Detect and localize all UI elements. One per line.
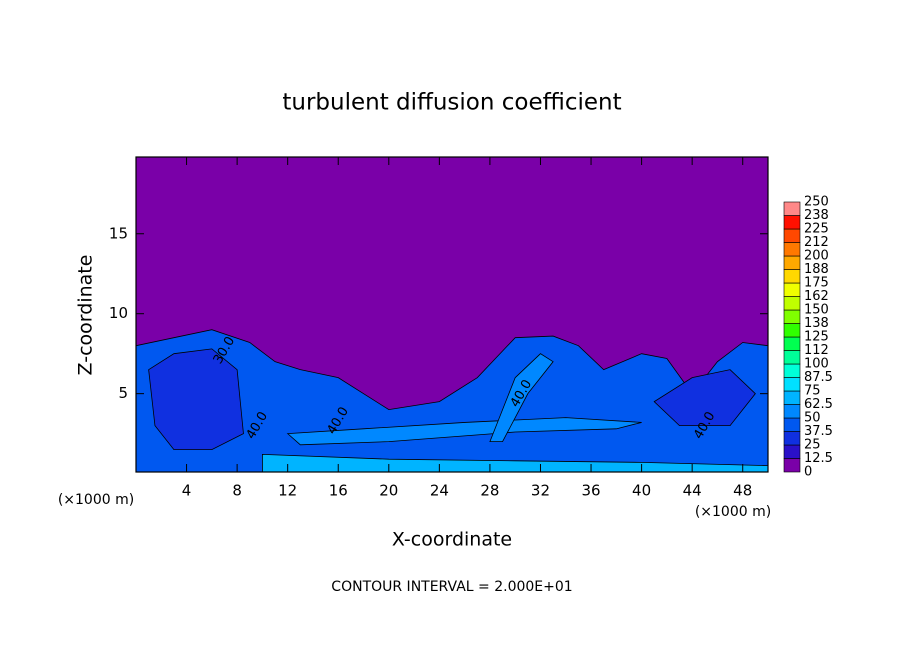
x-tick-label: 4 (182, 482, 192, 500)
colorbar-band (783, 458, 801, 473)
colorbar-label: 125 (804, 330, 829, 345)
colorbar-label: 37.5 (804, 424, 833, 439)
y-axis-label: Z-coordinate (75, 255, 97, 376)
colorbar-label: 150 (804, 303, 829, 318)
colorbar-band (783, 228, 801, 243)
colorbar-label: 87.5 (804, 370, 833, 385)
y-tick-label: 5 (118, 384, 128, 402)
contour-region (286, 417, 642, 446)
x-axis-label: X-coordinate (392, 529, 512, 551)
colorbar-label: 25 (804, 438, 821, 453)
colorbar-label: 225 (804, 222, 829, 237)
x-tick-label: 20 (379, 482, 398, 500)
x-tick-label: 24 (430, 482, 449, 500)
field: 30.040.0 40.040.040.0 (136, 157, 768, 472)
contour-region (489, 353, 554, 443)
plot-frame (135, 156, 769, 473)
colorbar-label: 212 (804, 235, 829, 250)
x-tick-label: 32 (531, 482, 550, 500)
contour-interval: CONTOUR INTERVAL = 2.000E+01 (331, 579, 572, 595)
colorbar-band (783, 336, 801, 351)
contour-region (653, 369, 756, 427)
colorbar-label: 138 (804, 316, 829, 331)
colorbar-band (783, 215, 801, 230)
colorbar-label: 62.5 (804, 397, 833, 412)
x-unit-label: (×1000 m) (695, 504, 771, 520)
colorbar-label: 100 (804, 357, 829, 372)
y-tick-label: 15 (109, 224, 128, 242)
chart-title: turbulent diffusion coefficient (282, 90, 621, 116)
colorbar-band (783, 431, 801, 446)
colorbar-band (783, 201, 801, 216)
x-tick-label: 40 (632, 482, 651, 500)
colorbar-label: 162 (804, 289, 829, 304)
colorbar-label: 200 (804, 249, 829, 264)
colorbar-label: 50 (804, 411, 821, 426)
x-tick-label: 28 (480, 482, 499, 500)
x-tick-label: 16 (329, 482, 348, 500)
x-tick-label: 36 (581, 482, 600, 500)
colorbar-band (783, 309, 801, 324)
colorbar-band (783, 390, 801, 405)
colorbar-band (783, 404, 801, 419)
x-tick-label: 8 (232, 482, 242, 500)
colorbar-label: 112 (804, 343, 829, 358)
colorbar-band (783, 296, 801, 311)
colorbar-band (783, 282, 801, 297)
contour-region (148, 348, 244, 451)
colorbar-label: 188 (804, 262, 829, 277)
colorbar-band (783, 417, 801, 432)
colorbar-band (783, 323, 801, 338)
colorbar-label: 12.5 (804, 451, 833, 466)
colorbar-label: 175 (804, 276, 829, 291)
x-tick-label: 44 (683, 482, 702, 500)
x-unit-label: (×1000 m) (58, 492, 134, 508)
colorbar-band (783, 444, 801, 459)
colorbar-band (783, 269, 801, 284)
x-tick-label: 48 (733, 482, 752, 500)
colorbar-label: 238 (804, 208, 829, 223)
colorbar-band (783, 377, 801, 392)
colorbar-band (783, 363, 801, 378)
x-tick-label: 12 (278, 482, 297, 500)
colorbar-label: 250 (804, 195, 829, 210)
y-tick-label: 10 (109, 304, 128, 322)
colorbar-band (783, 255, 801, 270)
colorbar-label: 0 (804, 465, 812, 480)
colorbar-label: 75 (804, 384, 821, 399)
colorbar-band (783, 242, 801, 257)
colorbar-band (783, 350, 801, 365)
